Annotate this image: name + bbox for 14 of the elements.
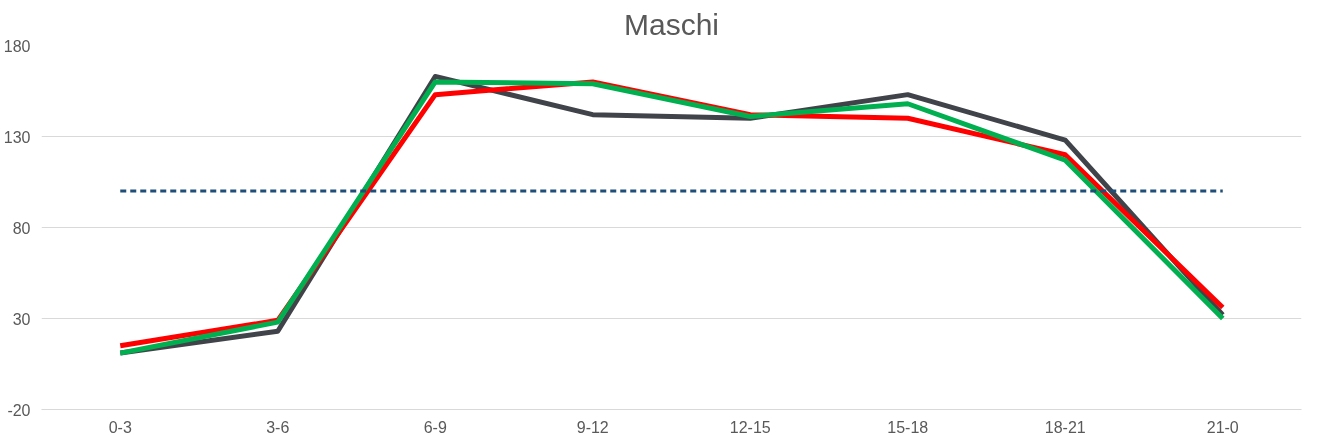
x-tick-label: 3-6 bbox=[266, 418, 290, 435]
x-tick-label: 18-21 bbox=[1044, 418, 1086, 435]
y-tick-label: 180 bbox=[3, 37, 31, 55]
x-tick-label: 21-0 bbox=[1206, 418, 1239, 435]
x-tick-label: 6-9 bbox=[423, 418, 447, 435]
y-tick-label: -20 bbox=[7, 401, 31, 419]
chart-title: Maschi bbox=[623, 7, 720, 41]
x-tick-label: 9-12 bbox=[576, 418, 609, 435]
y-tick-label: 130 bbox=[3, 128, 31, 146]
y-tick-label: 80 bbox=[12, 219, 31, 237]
x-tick-label: 0-3 bbox=[108, 418, 132, 435]
y-tick-label: 30 bbox=[12, 310, 31, 328]
x-tick-label: 12-15 bbox=[729, 418, 771, 435]
x-tick-label: 15-18 bbox=[887, 418, 929, 435]
